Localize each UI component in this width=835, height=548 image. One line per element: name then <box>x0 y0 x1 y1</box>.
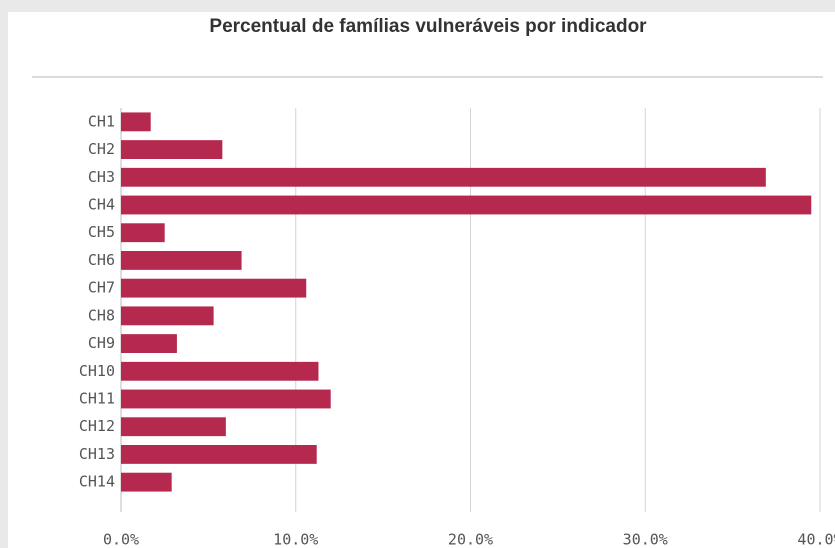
y-tick-label: CH10 <box>79 362 115 380</box>
bar <box>121 306 214 326</box>
bar <box>121 223 165 243</box>
y-tick-label: CH9 <box>88 334 115 352</box>
bar <box>121 112 151 132</box>
y-tick-label: CH8 <box>88 306 115 324</box>
bar <box>121 361 319 381</box>
bar <box>121 140 223 159</box>
y-tick-label: CH5 <box>88 223 115 241</box>
x-tick-label: 20.0% <box>448 531 493 548</box>
bar <box>121 334 177 353</box>
bar <box>121 251 242 270</box>
chart-title: Percentual de famílias vulneráveis por i… <box>209 16 647 37</box>
y-tick-label: CH7 <box>88 279 115 297</box>
bar <box>121 278 307 298</box>
y-tick-label: CH12 <box>79 417 115 435</box>
x-tick-label: 0.0% <box>103 531 139 548</box>
bar <box>121 417 226 437</box>
y-tick-label: CH1 <box>88 112 115 130</box>
y-tick-label: CH2 <box>88 140 115 158</box>
y-tick-label: CH6 <box>88 251 115 269</box>
bar <box>121 445 317 464</box>
y-tick-label: CH3 <box>88 168 115 186</box>
bar <box>121 167 766 187</box>
y-tick-label: CH14 <box>79 473 115 491</box>
bar <box>121 389 331 409</box>
y-tick-label: CH11 <box>79 390 115 408</box>
y-tick-label: CH4 <box>88 196 115 214</box>
x-tick-label: 10.0% <box>273 531 318 548</box>
bar <box>121 195 812 215</box>
x-tick-label: 30.0% <box>623 531 668 548</box>
bar <box>121 472 172 492</box>
x-tick-label: 40.0% <box>797 531 835 548</box>
y-tick-label: CH13 <box>79 445 115 463</box>
